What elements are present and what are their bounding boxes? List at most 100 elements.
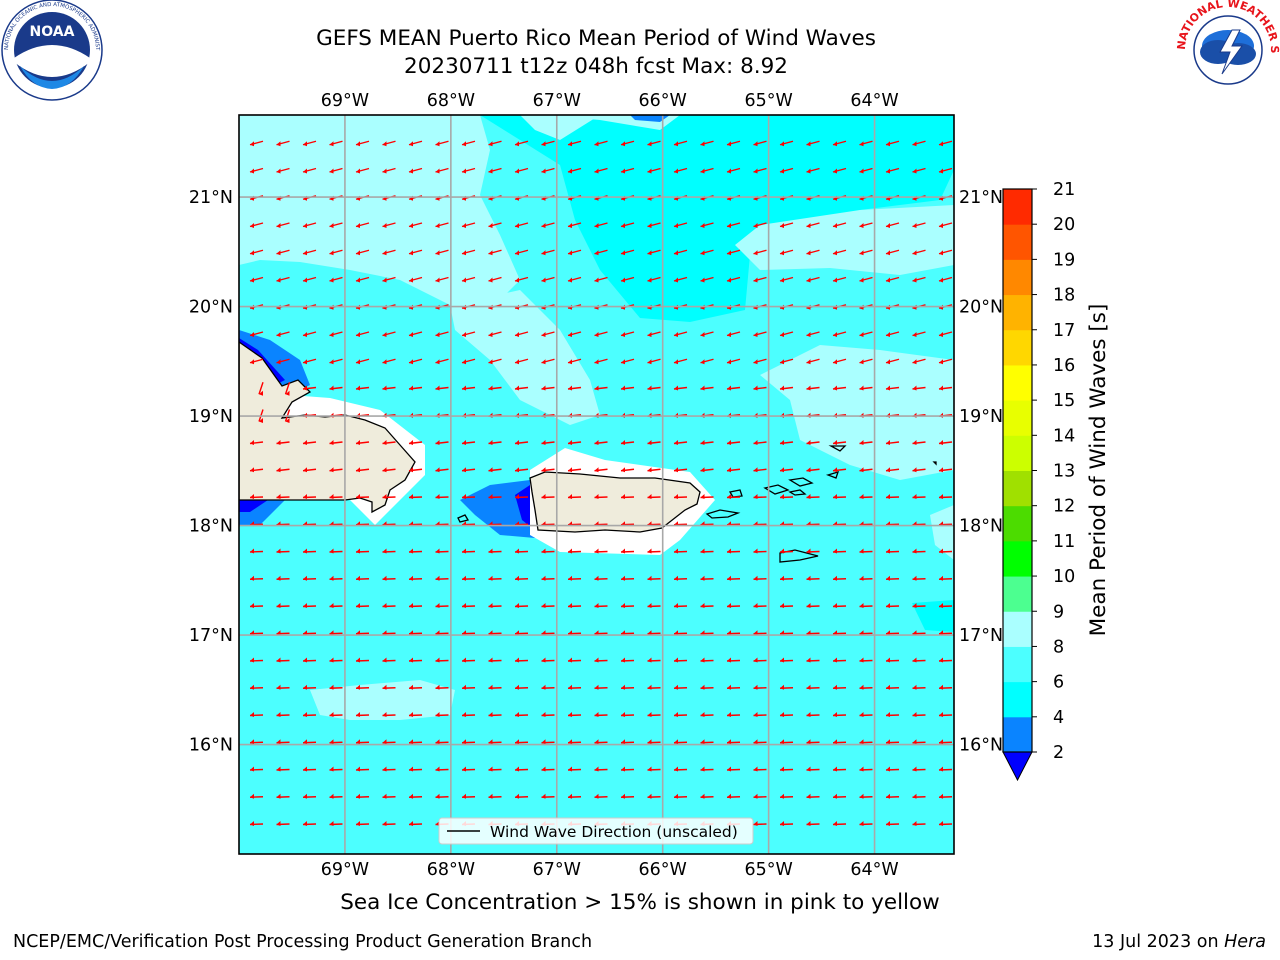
wind-arrow-head <box>780 712 784 717</box>
colorbar-band <box>1003 505 1032 542</box>
wind-arrow-head <box>488 141 493 147</box>
wind-arrow-head <box>250 168 254 174</box>
wind-arrow-head <box>488 359 493 365</box>
wind-arrow-head <box>515 141 519 147</box>
wind-arrow-head <box>727 712 731 717</box>
wind-arrow-head <box>541 739 546 745</box>
wind-arrow-head <box>753 548 758 554</box>
wind-arrow-head <box>753 712 758 717</box>
wind-arrow-head <box>356 141 360 147</box>
wind-arrow-head <box>886 684 890 690</box>
wind-arrow-head <box>674 575 678 581</box>
wind-arrow-head <box>409 657 413 663</box>
wind-arrow-head <box>515 712 519 717</box>
wind-arrow-head <box>780 277 784 283</box>
wind-arrow-head <box>409 277 413 283</box>
wind-arrow-head <box>727 332 731 337</box>
wind-arrow-head <box>859 630 864 636</box>
wind-arrow-head <box>382 739 387 745</box>
wind-arrow-head <box>647 467 652 473</box>
wind-arrow-head <box>700 440 705 445</box>
wind-arrow-head <box>435 630 440 636</box>
wind-arrow-head <box>462 684 466 690</box>
wind-arrow-head <box>833 332 837 337</box>
colorbar-band <box>1003 189 1032 225</box>
wind-arrow-head <box>753 494 758 499</box>
footer-host: Hera <box>1224 932 1266 952</box>
wind-arrow-head <box>674 548 678 554</box>
wind-arrow-head <box>647 739 652 745</box>
wind-arrow-head <box>753 467 758 473</box>
wind-arrow-head <box>303 766 307 772</box>
wind-arrow-head <box>886 821 890 826</box>
wind-arrow-head <box>621 385 625 391</box>
wind-arrow-head <box>329 766 334 772</box>
wind-arrow-head <box>833 766 837 772</box>
wind-arrow-head <box>568 494 572 499</box>
wind-arrow-head <box>806 712 811 717</box>
wind-arrow-head <box>488 494 493 499</box>
contour-8-9s-north-central <box>450 290 600 425</box>
wind-arrow-head <box>462 766 466 772</box>
wind-arrow-head <box>674 440 678 445</box>
wind-arrow-head <box>303 603 307 608</box>
wind-arrow-head <box>806 739 811 745</box>
lon-label-bottom: 69°W <box>321 860 369 880</box>
lat-label-left: 16°N <box>189 736 233 756</box>
wind-arrow-head <box>515 575 519 581</box>
wind-arrow-head <box>886 332 890 337</box>
wind-arrow-head <box>939 766 943 772</box>
wind-arrow-head <box>727 168 731 174</box>
wind-arrow-head <box>568 793 572 799</box>
wind-arrow-head <box>753 168 758 174</box>
wind-arrow-head <box>541 766 546 772</box>
wind-arrow-head <box>488 548 493 554</box>
wind-arrow-head <box>435 223 440 228</box>
wind-arrow-head <box>621 494 625 499</box>
wind-arrow-head <box>647 359 652 365</box>
wind-arrow-head <box>568 467 572 473</box>
wind-arrow-head <box>250 739 254 745</box>
wind-arrow-head <box>647 141 652 147</box>
wind-arrow-head <box>780 821 784 826</box>
wind-arrow-head <box>594 793 599 799</box>
wind-arrow-head <box>833 494 837 499</box>
wind-arrow-head <box>568 712 572 717</box>
contour-8-9s-northwest <box>239 115 520 305</box>
wind-arrow-head <box>515 657 519 663</box>
wind-arrow-head <box>621 277 625 283</box>
wind-arrow-head <box>409 766 413 772</box>
wind-arrow-head <box>939 223 943 228</box>
colorbar-band <box>1003 294 1032 331</box>
wind-arrow-head <box>276 223 281 228</box>
wind-arrow-head <box>276 684 281 690</box>
wind-arrow-head <box>329 712 334 717</box>
contour-8-9s-east-edge <box>930 505 954 560</box>
colorbar-extend-triangle <box>1002 751 1033 782</box>
wind-arrow-head <box>515 277 519 283</box>
wind-arrow-head <box>700 712 705 717</box>
wind-arrow-head <box>647 277 652 283</box>
wind-arrow-head <box>594 141 599 147</box>
wind-arrow-head <box>382 630 387 636</box>
wind-arrow-head <box>568 168 572 174</box>
wind-arrow-head <box>488 603 493 608</box>
wind-arrow-head <box>409 250 413 256</box>
contour-8-9s-east-upper <box>735 205 954 275</box>
wind-arrow-head <box>462 603 466 608</box>
wind-arrow-head <box>806 657 811 663</box>
colorbar-band <box>1003 576 1032 612</box>
wind-arrow-head <box>435 332 440 337</box>
wind-arrow-head <box>912 603 917 608</box>
wind-arrow-head <box>276 332 281 337</box>
wind-arrow-head <box>753 684 758 690</box>
wind-arrow-head <box>462 332 466 337</box>
wind-arrow-head <box>780 440 784 445</box>
wind-arrow-head <box>647 766 652 772</box>
wind-arrow-head <box>727 603 731 608</box>
wind-arrow-head <box>250 494 254 499</box>
wind-arrow-head <box>329 141 334 147</box>
wind-arrow-head <box>647 440 652 445</box>
wind-arrow-head <box>753 766 758 772</box>
lon-label-top: 69°W <box>321 91 369 111</box>
